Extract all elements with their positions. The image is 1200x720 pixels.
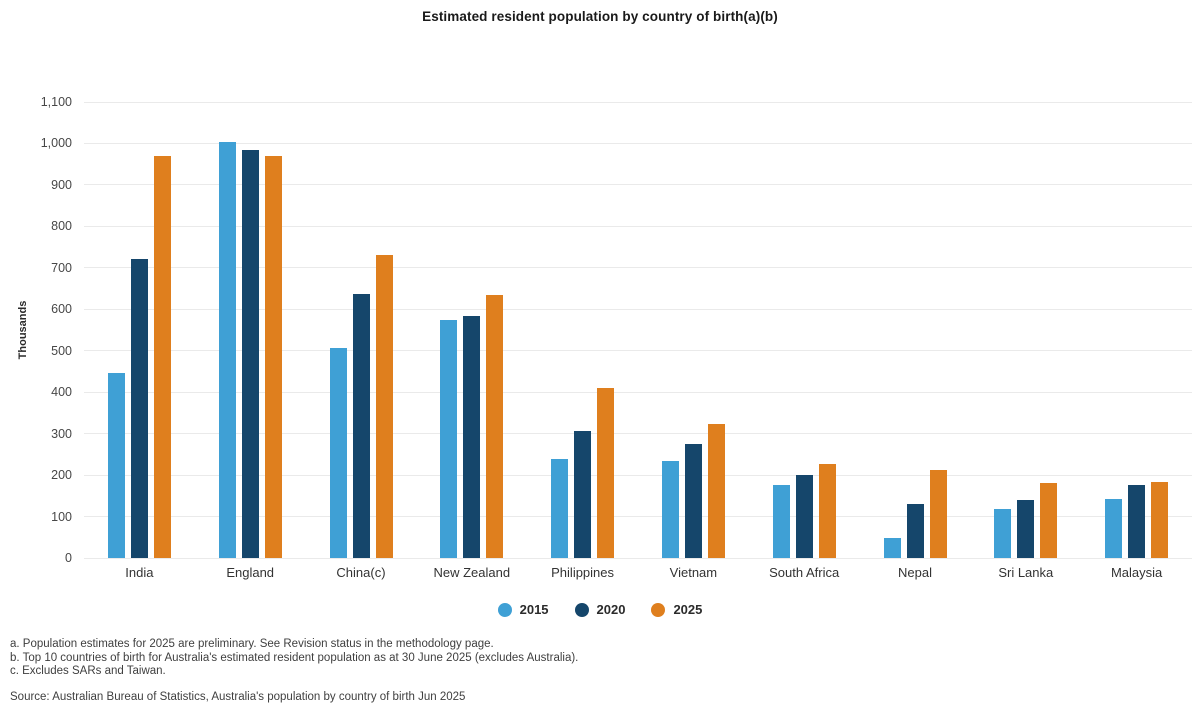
legend-label: 2015 <box>519 602 549 617</box>
bar-england-2025[interactable] <box>264 155 282 558</box>
y-tick-label: 0 <box>65 551 72 565</box>
y-tick-label: 700 <box>51 260 72 275</box>
gridline <box>84 391 1192 393</box>
bar-china-c--2025[interactable] <box>375 255 393 558</box>
bar-china-c--2015[interactable] <box>329 348 347 558</box>
x-axis-label: South Africa <box>769 565 840 580</box>
bar-nepal-2015[interactable] <box>883 538 901 558</box>
y-tick-label: 200 <box>51 468 72 483</box>
bar-sri-lanka-2015[interactable] <box>994 509 1012 558</box>
x-axis-label: Nepal <box>898 565 932 580</box>
legend-label: 2020 <box>596 602 626 617</box>
gridline <box>84 308 1192 310</box>
legend-swatch-icon <box>497 602 512 617</box>
x-axis-label: Vietnam <box>669 565 718 580</box>
bar-vietnam-2025[interactable] <box>707 424 725 558</box>
bar-india-2020[interactable] <box>130 258 148 558</box>
y-tick-label: 900 <box>51 177 72 192</box>
x-axis-label: Sri Lanka <box>998 565 1054 580</box>
bar-philippines-2025[interactable] <box>597 388 615 558</box>
gridline <box>84 516 1192 518</box>
gridline <box>84 142 1192 144</box>
legend-swatch-icon <box>574 602 589 617</box>
legend: 2015 2020 2025 <box>0 602 1200 617</box>
bar-china-c--2020[interactable] <box>352 293 370 558</box>
footnote-c: c. Excludes SARs and Taiwan. <box>10 665 166 678</box>
y-tick-label: 600 <box>51 302 72 317</box>
gridline <box>84 350 1192 352</box>
chart-title: Estimated resident population by country… <box>422 9 778 24</box>
bar-sri-lanka-2020[interactable] <box>1017 499 1035 558</box>
bar-philippines-2020[interactable] <box>574 431 592 558</box>
bar-new-zealand-2020[interactable] <box>463 316 481 558</box>
gridline <box>84 267 1192 269</box>
footnotes: a. Population estimates for 2025 are pre… <box>10 638 578 679</box>
bar-vietnam-2020[interactable] <box>684 444 702 558</box>
y-tick-label: 1,100 <box>40 95 72 109</box>
bar-malaysia-2020[interactable] <box>1128 485 1146 558</box>
legend-label: 2025 <box>673 602 703 617</box>
legend-swatch-icon <box>651 602 666 617</box>
x-axis-label: Philippines <box>551 565 615 580</box>
bar-south-africa-2015[interactable] <box>772 485 790 558</box>
x-axis-label: India <box>125 565 154 580</box>
bar-new-zealand-2025[interactable] <box>486 295 504 558</box>
bar-malaysia-2015[interactable] <box>1105 499 1123 558</box>
x-axis-label: China(c) <box>336 565 386 580</box>
bar-malaysia-2025[interactable] <box>1151 482 1169 558</box>
y-tick-label: 300 <box>51 426 72 441</box>
bar-england-2015[interactable] <box>218 142 236 558</box>
bar-vietnam-2015[interactable] <box>661 461 679 558</box>
bar-philippines-2015[interactable] <box>551 458 569 558</box>
bar-south-africa-2020[interactable] <box>795 475 813 558</box>
bar-nepal-2020[interactable] <box>906 503 924 558</box>
bar-england-2020[interactable] <box>241 149 259 558</box>
y-tick-label: 500 <box>51 343 72 358</box>
gridline <box>84 184 1192 186</box>
legend-item-2025[interactable]: 2025 <box>651 602 702 617</box>
y-tick-label: 1,000 <box>40 136 72 151</box>
bar-nepal-2025[interactable] <box>929 470 947 558</box>
bar-india-2025[interactable] <box>153 155 171 558</box>
footnote-b: b. Top 10 countries of birth for Austral… <box>10 651 579 664</box>
footnote-a: a. Population estimates for 2025 are pre… <box>10 638 494 650</box>
source-note: Source: Australian Bureau of Statistics,… <box>10 691 466 703</box>
legend-item-2015[interactable]: 2015 <box>497 602 549 617</box>
y-tick-label: 100 <box>51 509 72 524</box>
y-tick-label: 800 <box>51 219 72 234</box>
y-tick-label: 400 <box>51 385 72 400</box>
bar-new-zealand-2015[interactable] <box>440 320 458 558</box>
x-axis-label: England <box>226 565 275 580</box>
x-axis-label: Malaysia <box>1110 565 1163 580</box>
gridline <box>84 225 1192 227</box>
bar-south-africa-2025[interactable] <box>818 463 836 558</box>
bar-india-2015[interactable] <box>107 372 125 558</box>
gridline <box>84 101 1192 103</box>
gridline <box>84 557 1192 559</box>
gridline <box>84 474 1192 476</box>
bar-sri-lanka-2025[interactable] <box>1040 482 1058 558</box>
legend-item-2020[interactable]: 2020 <box>574 602 626 617</box>
x-axis-label: New Zealand <box>433 565 511 580</box>
gridline <box>84 433 1192 435</box>
